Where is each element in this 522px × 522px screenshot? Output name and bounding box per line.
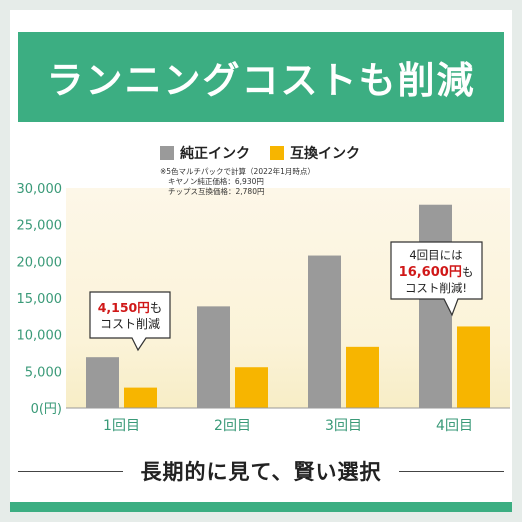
bar-genuine	[419, 204, 452, 408]
y-tick-label: 20,000	[17, 255, 63, 270]
x-tick-label: 3回目	[325, 418, 362, 434]
y-tick-label: 5,000	[25, 365, 62, 380]
footer-text: 長期的に見て、賢い選択	[140, 460, 382, 484]
cost-chart: 純正インク 互換インク ※5色マルチパックで計算（2022年1月時点） キヤノン…	[0, 135, 522, 440]
callout-left-line1: 4,150円も	[98, 300, 163, 315]
y-tick-label: 10,000	[17, 329, 63, 344]
legend-swatch-genuine	[160, 146, 174, 160]
legend-label-compatible: 互換インク	[290, 145, 360, 162]
page-title-banner: ランニングコストも削減	[18, 32, 504, 122]
footer-tagline: 長期的に見て、賢い選択	[18, 448, 505, 494]
bar-genuine	[197, 306, 230, 408]
bar-compatible	[346, 346, 379, 408]
bar-genuine	[308, 255, 341, 408]
x-tick-label: 2回目	[214, 418, 251, 434]
callout-left: 4,150円も コスト削減	[89, 291, 171, 352]
legend: 純正インク 互換インク	[160, 145, 360, 162]
footer-rule-left	[18, 470, 123, 472]
callout-left-bubble	[89, 291, 171, 352]
bar-compatible	[124, 387, 157, 408]
callout-right-line3: コスト削減!	[405, 281, 467, 295]
y-tick-label: 0(円)	[31, 402, 62, 417]
bar-compatible	[235, 367, 268, 408]
x-axis-labels: 1回目 2回目 3回目 4回目	[103, 418, 473, 434]
callout-right-line1: 4回目には	[409, 248, 462, 262]
y-tick-label: 25,000	[17, 219, 63, 234]
bar-genuine	[86, 357, 119, 408]
y-axis-ticks: 0(円) 5,000 10,000 15,000 20,000 25,000 30,000	[17, 182, 63, 417]
y-tick-label: 30,000	[17, 182, 63, 197]
price-notes: ※5色マルチパックで計算（2022年1月時点） キヤノン純正価格：6,930円 …	[160, 166, 315, 196]
callout-right-line2: 16,600円も	[399, 265, 474, 280]
callout-right-suffix: も	[462, 265, 474, 279]
bar-compatible	[457, 326, 490, 408]
y-tick-label: 15,000	[17, 292, 63, 307]
x-tick-label: 1回目	[103, 418, 140, 434]
callout-left-line2: コスト削減	[100, 316, 160, 331]
bottom-accent-bar	[10, 502, 512, 512]
callout-right-bubble	[390, 241, 483, 317]
bars	[86, 204, 490, 408]
legend-label-genuine: 純正インク	[180, 145, 250, 162]
callout-left-suffix: も	[150, 300, 163, 315]
footer-rule-right	[399, 470, 505, 472]
callout-right: 4回目には 16,600円も コスト削減!	[390, 241, 483, 317]
note-line-1: ※5色マルチパックで計算（2022年1月時点）	[160, 166, 315, 176]
legend-swatch-compatible	[270, 146, 284, 160]
x-tick-label: 4回目	[436, 418, 473, 434]
callout-right-amount: 16,600円	[399, 265, 462, 280]
note-line-3: チップス互換価格：2,780円	[168, 186, 264, 196]
callout-left-amount: 4,150円	[98, 300, 150, 315]
cost-chart-svg: 純正インク 互換インク ※5色マルチパックで計算（2022年1月時点） キヤノン…	[17, 145, 510, 434]
page-title: ランニングコストも削減	[46, 59, 476, 102]
note-line-2: キヤノン純正価格：6,930円	[168, 176, 264, 186]
